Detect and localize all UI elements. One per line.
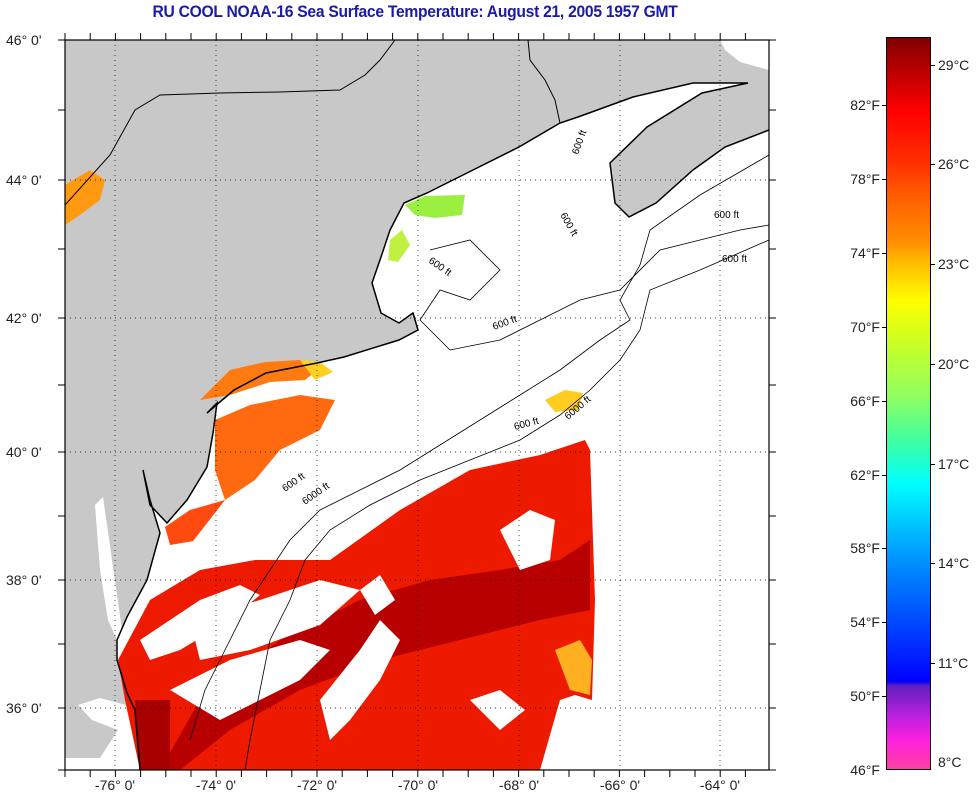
colorbar-tick	[882, 105, 886, 107]
lat-label: 40° 0'	[6, 444, 42, 460]
colorbar-tick	[882, 253, 886, 255]
sst-patch-dark-red-sw	[135, 700, 170, 770]
sst-patch-nj	[215, 395, 335, 500]
colorbar-tick	[931, 264, 935, 266]
map-title: RU COOL NOAA-16 Sea Surface Temperature:…	[152, 2, 678, 21]
lon-label: -76° 0'	[94, 777, 136, 793]
contour-label: 600 ft	[714, 210, 739, 221]
colorbar-label-f: 54°F	[850, 614, 880, 631]
colorbar-label-c: 17°C	[938, 455, 970, 472]
colorbar-tick	[882, 400, 886, 402]
graticule	[65, 40, 769, 770]
colorbar-tick	[931, 662, 935, 664]
lon-label: -70° 0'	[397, 777, 439, 793]
chesapeake-bay	[95, 497, 122, 640]
colorbar-tick	[882, 548, 886, 550]
cloud-4	[320, 620, 400, 740]
lat-label: 38° 0'	[6, 572, 42, 588]
lon-label: -64° 0'	[699, 777, 741, 793]
temperature-colorbar	[886, 37, 931, 770]
border-line	[64, 39, 396, 206]
lon-label: -74° 0'	[195, 777, 237, 793]
colorbar-label-c: 20°C	[938, 355, 970, 372]
colorbar-label-f: 50°F	[850, 688, 880, 705]
colorbar-label-f: 78°F	[850, 171, 880, 188]
colorbar-tick	[931, 563, 935, 565]
cloud-3	[170, 640, 330, 720]
gulf-st-lawrence	[720, 40, 769, 70]
colorbar-label-f: 58°F	[850, 540, 880, 557]
colorbar-tick	[931, 463, 935, 465]
colorbar-tick	[882, 696, 886, 698]
colorbar-label-c: 11°C	[938, 654, 969, 671]
lat-label: 42° 0'	[6, 310, 42, 326]
contour-label: 600 ft	[722, 254, 747, 265]
lon-label: -68° 0'	[498, 777, 540, 793]
coastline	[116, 82, 770, 771]
colorbar-tick	[931, 64, 935, 66]
colorbar-label-c: 29°C	[938, 56, 970, 73]
colorbar-label-c: 8°C	[938, 754, 962, 770]
sst-patch-li	[200, 360, 320, 400]
pamlico-sound	[65, 698, 140, 770]
colorbar-label-f: 62°F	[850, 466, 880, 483]
colorbar-label-f: 70°F	[850, 318, 880, 335]
axis-ticks	[58, 33, 776, 777]
lat-label: 46° 0'	[6, 32, 42, 48]
lat-label: 44° 0'	[6, 172, 42, 188]
map-frame	[64, 39, 770, 771]
sst-patch-maine-west	[65, 170, 105, 225]
sst-patch-yellow-south	[555, 640, 592, 695]
colorbar-tick	[882, 622, 886, 624]
lon-label: -66° 0'	[599, 777, 641, 793]
colorbar-label-f: 46°F	[850, 762, 880, 778]
colorbar-label-f: 74°F	[850, 245, 880, 262]
cloud-5	[500, 510, 555, 570]
colorbar-tick	[882, 474, 886, 476]
colorbar-label-c: 26°C	[938, 156, 970, 173]
colorbar-tick	[882, 326, 886, 328]
colorbar-tick	[931, 363, 935, 365]
colorbar-label-c: 23°C	[938, 256, 970, 273]
lat-label: 36° 0'	[6, 700, 42, 716]
lon-label: -72° 0'	[296, 777, 338, 793]
sst-patch-maine-green	[405, 195, 465, 218]
colorbar-tick	[882, 179, 886, 181]
colorbar-tick	[931, 164, 935, 166]
cloud-2	[190, 580, 360, 660]
colorbar-label-c: 14°C	[938, 555, 970, 572]
border-line-2	[527, 39, 561, 124]
isobath-600ft	[189, 154, 770, 741]
colorbar-label-f: 66°F	[850, 392, 880, 409]
isobath-600ft-gom	[419, 224, 770, 351]
sst-patch-maine-green2	[388, 230, 410, 262]
cloud-8	[190, 500, 240, 560]
cloud-6	[360, 575, 395, 615]
cloud-7	[470, 690, 525, 730]
colorbar-label-f: 82°F	[850, 97, 880, 114]
sst-patch-gs-yellow	[545, 390, 583, 412]
isobath-6000ft	[244, 239, 770, 771]
